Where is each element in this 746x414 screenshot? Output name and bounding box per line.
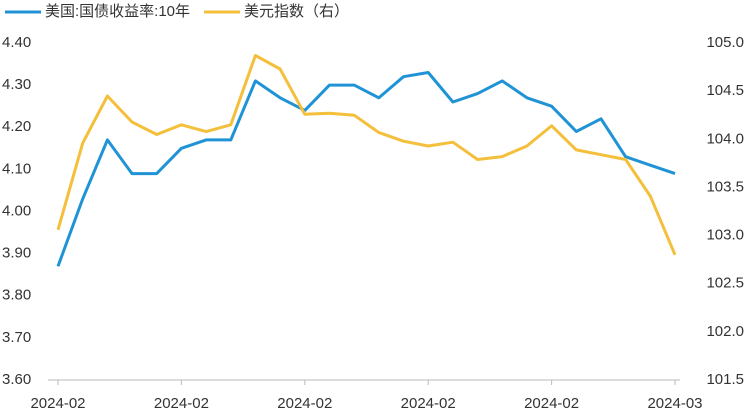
y-tick-label: 4.00: [2, 202, 31, 219]
y-tick-label: 4.20: [2, 118, 31, 135]
y-tick-label: 4.40: [2, 34, 31, 51]
y-tick-label: 3.70: [2, 329, 31, 346]
y2-tick-label: 103.0: [706, 227, 744, 244]
y2-tick-label: 102.0: [706, 323, 744, 340]
y-tick-label: 4.30: [2, 76, 31, 93]
y-tick-label: 3.90: [2, 245, 31, 262]
x-tick-label: 2024-03: [647, 395, 702, 412]
y2-tick-label: 104.0: [706, 130, 744, 147]
x-tick-label: 2024-02: [401, 395, 456, 412]
y2-tick-label: 101.5: [706, 371, 744, 388]
x-tick-label: 2024-02: [154, 395, 209, 412]
series-line: [56, 71, 676, 267]
x-tick-label: 2024-02: [30, 395, 85, 412]
y2-tick-label: 105.0: [706, 34, 744, 51]
x-tick-label: 2024-02: [277, 395, 332, 412]
y-tick-label: 4.10: [2, 160, 31, 177]
x-tick-label: 2024-02: [524, 395, 579, 412]
series-line: [56, 54, 677, 256]
y-tick-label: 3.60: [2, 371, 31, 388]
legend-label: 美国:国债收益率:10年: [45, 3, 190, 20]
y2-tick-label: 104.5: [706, 82, 744, 99]
legend-label: 美元指数（右）: [244, 3, 349, 20]
y2-tick-label: 103.5: [706, 178, 744, 195]
y-tick-label: 3.80: [2, 287, 31, 304]
y2-tick-label: 102.5: [706, 275, 744, 292]
